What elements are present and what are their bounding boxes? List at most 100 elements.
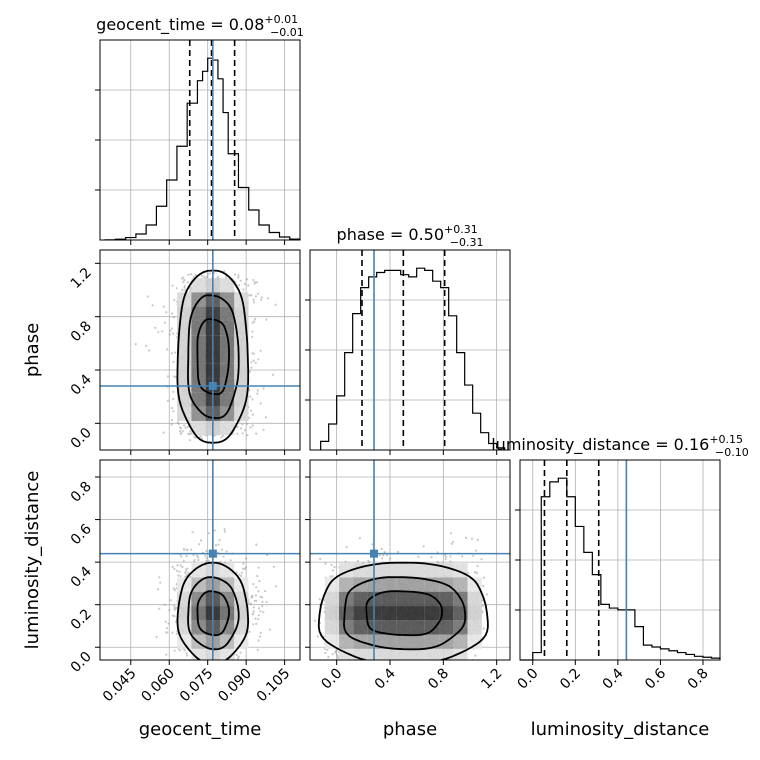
x-tick-label: 1.2 xyxy=(478,666,505,693)
density-cell xyxy=(177,306,192,321)
contour-line xyxy=(196,318,230,396)
density-cell xyxy=(424,606,440,621)
histogram-steps xyxy=(320,267,506,450)
density-cell xyxy=(410,591,425,607)
title-minus: −0.10 xyxy=(715,446,749,459)
density-cell xyxy=(396,634,411,649)
density-cell xyxy=(381,620,397,635)
x-tick-label: 0.0 xyxy=(515,666,542,693)
density-cell xyxy=(339,606,354,621)
density-cell xyxy=(453,634,468,649)
contour-line xyxy=(187,576,240,651)
x-tick-label: 0.4 xyxy=(600,665,627,692)
y-axis-phase: 0.0 0.4 0.8 1.2 phase xyxy=(22,265,95,452)
density-cell xyxy=(219,306,235,321)
density-cell xyxy=(424,563,440,578)
contour-line xyxy=(176,561,249,660)
density-cell xyxy=(219,606,235,621)
density-cell xyxy=(191,335,206,350)
density-cell xyxy=(353,648,368,660)
density-cell xyxy=(219,335,235,350)
density-cell xyxy=(339,634,354,649)
luminosity_distance-vs-geocent_time xyxy=(95,459,301,665)
density-cell xyxy=(381,591,397,607)
density-cell xyxy=(234,306,249,321)
density-cell xyxy=(439,591,454,607)
marginal-title: luminosity_distance = 0.16+0.15 −0.10 xyxy=(491,433,749,459)
density-cell xyxy=(453,648,468,660)
x-axis-label: geocent_time xyxy=(139,719,262,740)
density-cell xyxy=(381,648,397,660)
density-cell xyxy=(191,406,206,421)
title-minus: −0.31 xyxy=(450,236,484,249)
density-cell xyxy=(219,292,235,307)
density-cell xyxy=(410,577,425,592)
histogram-steps xyxy=(520,477,721,661)
density-cell xyxy=(453,577,468,592)
density-cell xyxy=(324,577,340,592)
y-tick-label: 0.6 xyxy=(68,521,95,548)
title-minus: −0.01 xyxy=(270,26,304,39)
density-cell xyxy=(219,563,235,578)
geocent_time-marginal: geocent_time = 0.08+0.01 −0.01 xyxy=(95,13,304,245)
density-cell xyxy=(191,292,206,307)
density-layer xyxy=(155,528,278,660)
density-cell xyxy=(467,634,482,649)
x-tick-label: 0.075 xyxy=(177,666,217,706)
density-cell xyxy=(191,606,206,621)
histogram-steps xyxy=(104,57,301,241)
y-tick-label: 0.8 xyxy=(68,318,95,345)
density-cell xyxy=(396,620,411,635)
truth-marker xyxy=(208,549,217,558)
density-cell xyxy=(191,349,206,364)
density-cell xyxy=(396,563,411,578)
y-tick-label: 0.4 xyxy=(68,564,95,591)
density-cell xyxy=(191,420,206,436)
density-cell xyxy=(381,606,397,621)
density-cell xyxy=(410,634,425,649)
panel-frame xyxy=(519,459,721,661)
density-cell xyxy=(191,306,206,321)
density-cell xyxy=(396,577,411,592)
density-cell xyxy=(467,591,482,607)
density-layer xyxy=(134,269,277,444)
density-cell xyxy=(410,563,425,578)
density-cell xyxy=(219,420,235,436)
density-cell xyxy=(381,577,397,592)
x-tick-label: 0.6 xyxy=(642,665,669,692)
y-tick-label: 0.2 xyxy=(68,606,95,633)
density-cell xyxy=(439,620,454,635)
density-cell xyxy=(191,563,206,578)
density-cell xyxy=(234,363,249,379)
y-tick-label: 0.4 xyxy=(68,371,95,398)
phase-marginal: phase = 0.50+0.31 −0.31 xyxy=(305,223,511,455)
x-axis-luminosity_distance: 0.0 0.2 0.4 0.6 0.8 luminosity_distance xyxy=(515,665,712,740)
x-tick-label: 0.8 xyxy=(425,666,452,693)
panel-frame xyxy=(309,459,511,661)
density-cell xyxy=(381,563,397,578)
density-cell xyxy=(191,648,206,660)
x-tick-label: 0.0 xyxy=(318,666,345,693)
x-tick-label: 0.2 xyxy=(557,666,584,693)
contour-line xyxy=(343,576,467,651)
density-cell xyxy=(234,606,249,621)
y-axis-label: phase xyxy=(22,323,43,377)
density-cell xyxy=(424,648,440,660)
density-cell xyxy=(324,591,340,607)
density-cell xyxy=(219,278,235,293)
density-cell xyxy=(424,620,440,635)
panel-frame xyxy=(309,249,511,451)
title-plus: +0.31 xyxy=(444,223,478,236)
density-cell xyxy=(177,634,192,649)
density-cell xyxy=(339,620,354,635)
density-cell xyxy=(424,634,440,649)
title-plus: +0.01 xyxy=(264,13,298,26)
luminosity_distance-vs-phase xyxy=(305,459,511,665)
y-axis-label: luminosity_distance xyxy=(22,471,43,650)
y-tick-label: 0.0 xyxy=(68,425,95,452)
density-cell xyxy=(324,620,340,635)
density-cell xyxy=(381,634,397,649)
luminosity_distance-marginal: luminosity_distance = 0.16+0.15 −0.10 xyxy=(491,433,749,665)
